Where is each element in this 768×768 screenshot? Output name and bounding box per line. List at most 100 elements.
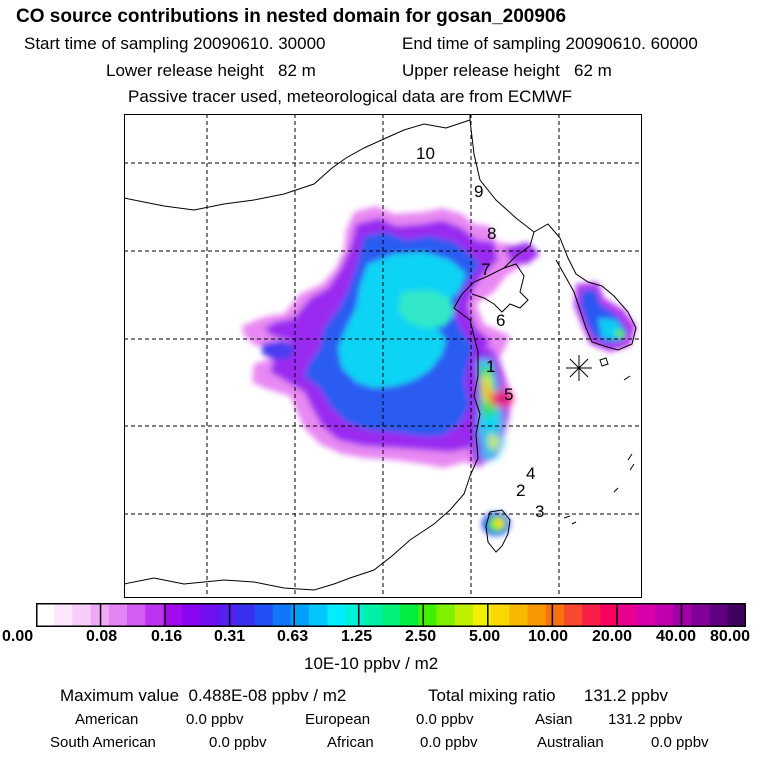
colorbar-tick: 10.00: [528, 628, 569, 645]
australian-value: 0.0 ppbv: [651, 734, 709, 751]
colorbar-swatch: [309, 603, 328, 627]
south-coast-yellow: [488, 434, 498, 450]
taiwan-plume: [482, 512, 510, 536]
colorbar-swatch: [345, 603, 365, 627]
lower-height-value: 82 m: [278, 61, 316, 80]
colorbar-swatch: [582, 603, 601, 627]
upper-height-value: 62 m: [574, 61, 612, 80]
colorbar-swatch: [181, 603, 201, 627]
colorbar-tick: 2.50: [405, 628, 437, 645]
lower-height-label: Lower release height: [106, 61, 264, 80]
colorbar-swatch: [418, 603, 438, 627]
colorbar-swatch: [272, 603, 292, 627]
region-label: 1: [486, 357, 495, 376]
lower-height-line: Lower release height 82 m: [106, 61, 316, 81]
colorbar-swatch: [472, 603, 492, 627]
map-frame: [124, 114, 642, 598]
colorbar-swatch: [527, 603, 547, 627]
region-label: 4: [526, 464, 535, 483]
region-labels: 10 9 8 7 6 1 5 4 2 3: [416, 144, 544, 521]
coastline-jeju: [599, 357, 609, 367]
coastline-korea: [533, 223, 637, 351]
colorbar-swatch: [654, 603, 674, 627]
colorbar-tick: 5.00: [469, 628, 501, 645]
total-mixing-value: 131.2 ppbv: [583, 686, 669, 705]
colorbar-swatch: [218, 603, 237, 627]
european-value: 0.0 ppbv: [416, 711, 474, 728]
colorbar-swatch: [545, 603, 565, 627]
region-label: 9: [474, 182, 483, 201]
tracer-note: Passive tracer used, meteorological data…: [128, 87, 573, 106]
colorbar-swatch: [400, 603, 419, 627]
colorbar-swatch: [108, 603, 128, 627]
region-label: 5: [504, 385, 513, 404]
australian-label: Australian: [537, 734, 604, 751]
marker-d2: [569, 358, 589, 378]
patch-west-blue: [262, 340, 296, 360]
coastlines: [124, 114, 637, 591]
region-label: 2: [516, 481, 525, 500]
upper-height-label: Upper release height: [402, 61, 560, 80]
colorbar-frame: [36, 603, 746, 627]
south-american-value: 0.0 ppbv: [209, 734, 267, 751]
region-label: 10: [416, 144, 435, 163]
coastal-hotspot: [470, 348, 513, 466]
colorbar-swatch: [509, 603, 529, 627]
colorbar-tick: 40.00: [656, 628, 697, 645]
african-label: African: [327, 734, 374, 751]
colorbar-tick: 0.31: [214, 628, 246, 645]
coastline-north: [124, 114, 471, 211]
plume-field: [242, 206, 540, 468]
colorbar-swatch: [563, 603, 583, 627]
total-mixing-line: Total mixing ratio 131.2 ppbv: [428, 686, 668, 706]
korea-plume: [574, 282, 636, 352]
colorbar-swatch: [691, 603, 711, 627]
south-american-label: South American: [50, 734, 156, 751]
plume-mint: [398, 290, 454, 328]
colorbar-swatch: [600, 603, 620, 627]
colorbar-swatch: [163, 603, 183, 627]
colorbar-swatch: [727, 603, 746, 627]
end-time-value: 20090610. 60000: [565, 34, 698, 53]
coastline-islands: [563, 375, 635, 525]
colorbar-swatch: [618, 603, 638, 627]
coast-orange: [484, 384, 490, 396]
coastline-bohai: [471, 263, 529, 313]
colorbar-tick: 0.16: [151, 628, 183, 645]
shanghai-magenta: [496, 395, 508, 403]
colorbar-swatch: [327, 603, 347, 627]
colorbar-swatch: [36, 603, 55, 627]
colorbar-swatch: [290, 603, 310, 627]
total-mixing-label: Total mixing ratio: [428, 686, 556, 705]
coastline-china: [124, 119, 535, 591]
colorbar-units: 10E-10 ppbv / m2: [304, 654, 439, 673]
colorbar-swatch: [381, 603, 401, 627]
region-label: 8: [487, 224, 496, 243]
asian-label: Asian: [535, 711, 573, 728]
colorbar: [36, 603, 746, 627]
grid-lines: [124, 114, 642, 598]
max-value-label: Maximum value: [60, 686, 180, 705]
asian-value: 131.2 ppbv: [608, 711, 683, 728]
map-plot: 10 9 8 7 6 1 5 4 2 3: [124, 114, 642, 598]
korea-green-spot: [615, 329, 625, 339]
colorbar-tick: 0.08: [86, 628, 118, 645]
colorbar-swatch: [436, 603, 456, 627]
coastline-taiwan: [485, 509, 511, 553]
end-time-line: End time of sampling 20090610. 60000: [402, 34, 698, 54]
plume-cyan: [338, 252, 466, 388]
colorbar-swatch: [454, 603, 474, 627]
colorbar-swatch: [491, 603, 510, 627]
max-value: 0.488E-08 ppbv / m2: [188, 686, 347, 705]
colorbar-swatch: [636, 603, 656, 627]
colorbar-swatch: [709, 603, 729, 627]
taiwan-yellow: [494, 518, 504, 528]
colorbar-tick: 1.25: [341, 628, 373, 645]
colorbar-swatch: [363, 603, 383, 627]
american-label: American: [75, 711, 139, 728]
start-time-line: Start time of sampling 20090610. 30000: [24, 34, 326, 54]
max-value-line: Maximum value 0.488E-08 ppbv / m2: [60, 686, 346, 706]
american-value: 0.0 ppbv: [186, 711, 244, 728]
colorbar-tick: 80.00: [710, 628, 751, 645]
colorbar-swatch: [127, 603, 146, 627]
